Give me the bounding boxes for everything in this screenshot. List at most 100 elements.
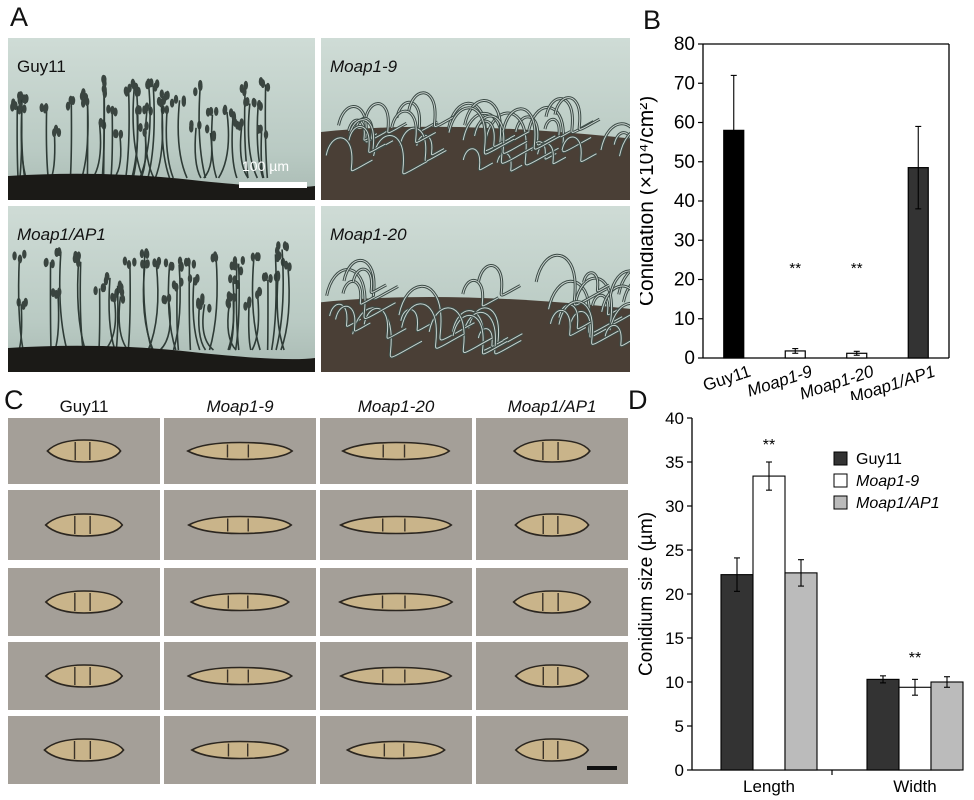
conidium-tile	[8, 490, 160, 560]
hypha-highlight	[343, 260, 399, 300]
conidium-tile	[320, 418, 472, 484]
scale-bar-c	[587, 766, 617, 770]
conidium-image	[187, 515, 293, 535]
conidium-cluster	[159, 89, 164, 99]
y-tick-label: 50	[674, 152, 695, 173]
conidium-cluster	[104, 271, 110, 281]
hypha-highlight	[448, 107, 515, 155]
column-header-moap1-ap1: Moap1/AP1	[507, 397, 597, 416]
conidium-image	[345, 740, 446, 760]
conidium-cluster	[50, 259, 55, 269]
conidium-cell	[43, 738, 125, 762]
conidiophore-stalk	[132, 83, 144, 179]
hypha-highlight	[462, 148, 494, 171]
conidium-cluster	[251, 97, 256, 107]
conidiophore-stalk	[192, 277, 201, 351]
conidium-cluster	[193, 87, 198, 97]
conidium-tile	[8, 716, 160, 784]
conidium-cluster	[179, 277, 184, 287]
conidium-image	[46, 439, 122, 463]
conidium-cluster	[283, 260, 289, 270]
conidium-cluster	[17, 254, 23, 264]
conidium-cluster	[142, 127, 147, 137]
conidiophore-stalk	[115, 285, 119, 351]
conidium-image	[338, 515, 453, 535]
conidiophore-stalk	[127, 263, 132, 351]
y-tick-label: 60	[674, 113, 695, 134]
conidium-cluster	[133, 82, 139, 92]
hypha-highlight	[428, 307, 493, 353]
conidium-cluster	[84, 97, 90, 107]
conidiophore-stalk	[251, 260, 261, 351]
conidium-cluster	[232, 256, 238, 266]
panel-label-a: A	[10, 2, 29, 32]
hypha-highlight	[549, 309, 587, 336]
conidium-cluster	[93, 286, 98, 296]
hypha-highlight	[401, 303, 465, 349]
x-tick-label: Width	[893, 777, 936, 796]
conidium-cluster	[228, 292, 233, 302]
conidium-cluster	[22, 249, 27, 259]
conidiophore-stalk	[167, 264, 177, 351]
hypha-highlight	[515, 116, 556, 146]
conidium-cluster	[162, 295, 168, 305]
conidium-cluster	[56, 128, 62, 138]
hypha-highlight	[604, 324, 630, 347]
bar	[898, 686, 932, 771]
hypha-highlight	[364, 103, 407, 134]
y-tick-label: 0	[675, 761, 684, 780]
conidium-image	[341, 441, 451, 461]
conidium-cell	[186, 441, 294, 461]
conidium-cluster	[118, 129, 124, 139]
hypha-highlight	[502, 108, 561, 150]
conidium-cluster	[164, 105, 170, 115]
significance-marker: **	[789, 260, 801, 277]
micrograph-moap1-ap1: Moap1/AP1	[8, 206, 315, 372]
chart-d-conidium-size: 0 5 10 15 20 25 30 35 40 Conidium size (µm) Length…	[636, 409, 964, 796]
hypha-highlight	[561, 136, 597, 162]
conidium-cluster	[12, 251, 17, 261]
conidium-cluster	[13, 101, 18, 111]
conidium-image	[512, 439, 591, 463]
micrograph-guy11-image	[8, 38, 315, 200]
conidium-image	[44, 590, 124, 614]
hypha-highlight	[348, 125, 386, 153]
conidium-cell	[338, 592, 454, 612]
panel-label-b: B	[643, 5, 662, 35]
conidium-tile	[164, 490, 316, 560]
conidium-cluster	[189, 123, 194, 133]
legend-swatch	[833, 495, 848, 510]
conidiophore-stalk	[58, 251, 68, 351]
micrograph-guy11: Guy11	[8, 38, 315, 200]
conidium-tile	[8, 568, 160, 636]
conidiophore-stalk	[234, 263, 240, 351]
conidium-cluster	[138, 122, 143, 132]
legend-swatch	[833, 473, 848, 488]
micrograph-label: Moap1-20	[330, 225, 407, 244]
conidium-cluster	[186, 257, 191, 267]
conidium-tile	[476, 642, 628, 710]
bar	[930, 681, 964, 771]
conidium-cluster	[181, 95, 187, 105]
conidiophore-stalk	[76, 257, 86, 351]
conidiophore-stalk	[280, 265, 290, 351]
conidium-cluster	[156, 96, 162, 106]
legend-label: Guy11	[856, 451, 902, 468]
conidiophore-stalk	[154, 103, 164, 179]
hypha-highlight	[408, 92, 457, 128]
hypha-highlight	[416, 134, 445, 156]
conidium-image	[189, 592, 290, 612]
y-tick-label: 35	[665, 453, 684, 472]
conidium-cluster	[100, 283, 106, 293]
conidium-cell	[338, 515, 453, 535]
hypha-highlight	[326, 268, 396, 319]
conidium-tile	[476, 490, 628, 560]
conidium-cluster	[243, 97, 248, 107]
hypha-highlight	[558, 304, 593, 330]
conidiophore-stalk	[227, 304, 237, 351]
conidiophore-stalk	[176, 284, 180, 351]
conidium-cluster	[187, 274, 193, 284]
conidium-cluster	[140, 259, 145, 269]
conidium-cluster	[207, 303, 212, 313]
conidiophore-stalk	[208, 255, 218, 351]
